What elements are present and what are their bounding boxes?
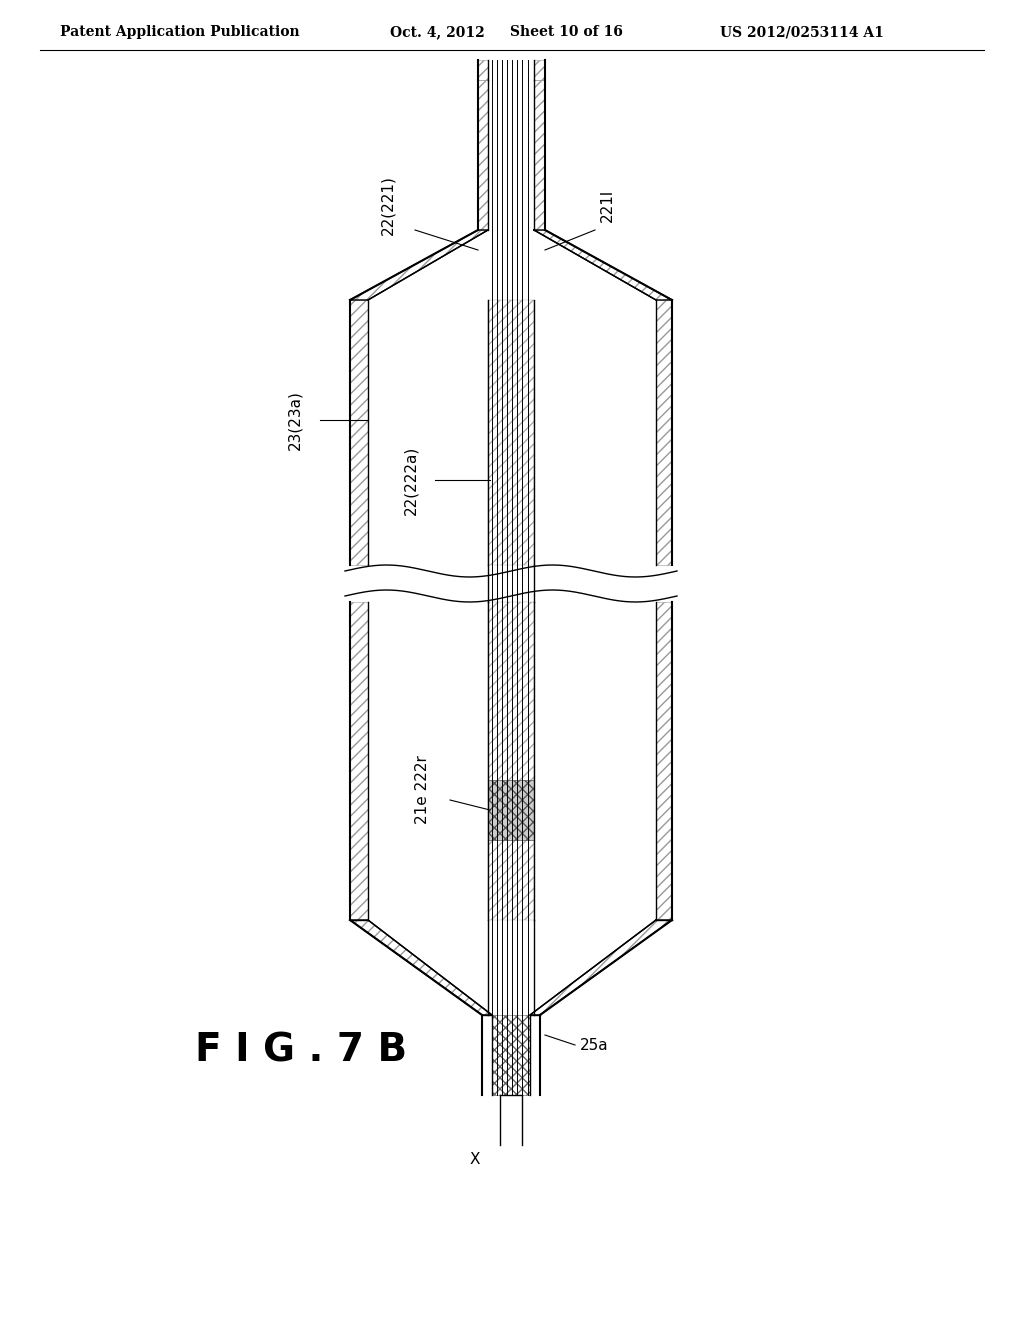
Text: X: X (469, 1152, 480, 1167)
Text: 221l: 221l (600, 189, 615, 222)
Text: F I G . 7 B: F I G . 7 B (195, 1031, 408, 1069)
Text: Patent Application Publication: Patent Application Publication (60, 25, 300, 40)
Text: 22(222a): 22(222a) (403, 445, 418, 515)
Text: US 2012/0253114 A1: US 2012/0253114 A1 (720, 25, 884, 40)
Text: 22(221): 22(221) (380, 176, 395, 235)
Text: Sheet 10 of 16: Sheet 10 of 16 (510, 25, 623, 40)
Text: 23(23a): 23(23a) (287, 391, 302, 450)
Text: Oct. 4, 2012: Oct. 4, 2012 (390, 25, 484, 40)
Text: 21e 222r: 21e 222r (415, 755, 430, 825)
Text: 25a: 25a (580, 1038, 608, 1052)
